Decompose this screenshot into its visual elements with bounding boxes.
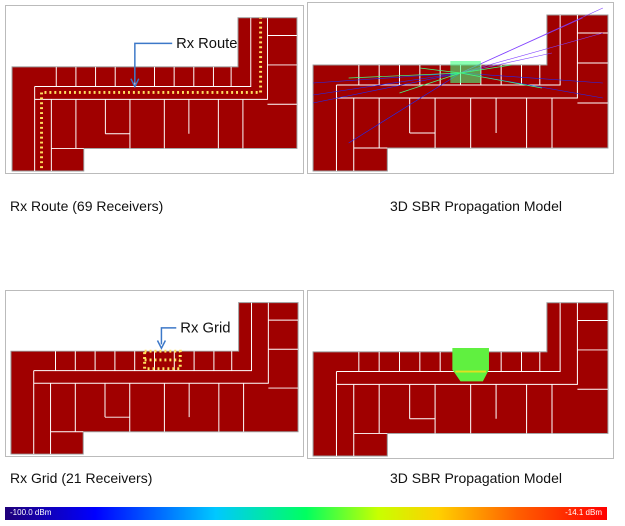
propagation-panel (307, 290, 614, 459)
callout: Rx Grid (180, 321, 230, 337)
floor-plan: Rx Route (6, 6, 303, 173)
page: Rx Route Rx Route (69 Receivers) 3D SBR … (0, 0, 625, 526)
caption: Rx Grid (21 Receivers) (10, 470, 152, 486)
floor-plan (308, 3, 613, 173)
caption: Rx Route (69 Receivers) (10, 198, 163, 214)
caption: 3D SBR Propagation Model (390, 198, 562, 214)
floor-plan: Rx Grid (6, 291, 303, 456)
colorbar: -100.0 dBm -14.1 dBm (5, 507, 607, 520)
grid-panel: Rx Grid (5, 290, 304, 457)
caption: 3D SBR Propagation Model (390, 470, 562, 486)
colorbar-max: -14.1 dBm (565, 508, 602, 517)
route-panel: Rx Route (5, 5, 304, 174)
callout: Rx Route (176, 36, 237, 52)
floor-plan (308, 291, 613, 458)
propagation-panel (307, 2, 614, 174)
colorbar-min: -100.0 dBm (10, 508, 51, 517)
